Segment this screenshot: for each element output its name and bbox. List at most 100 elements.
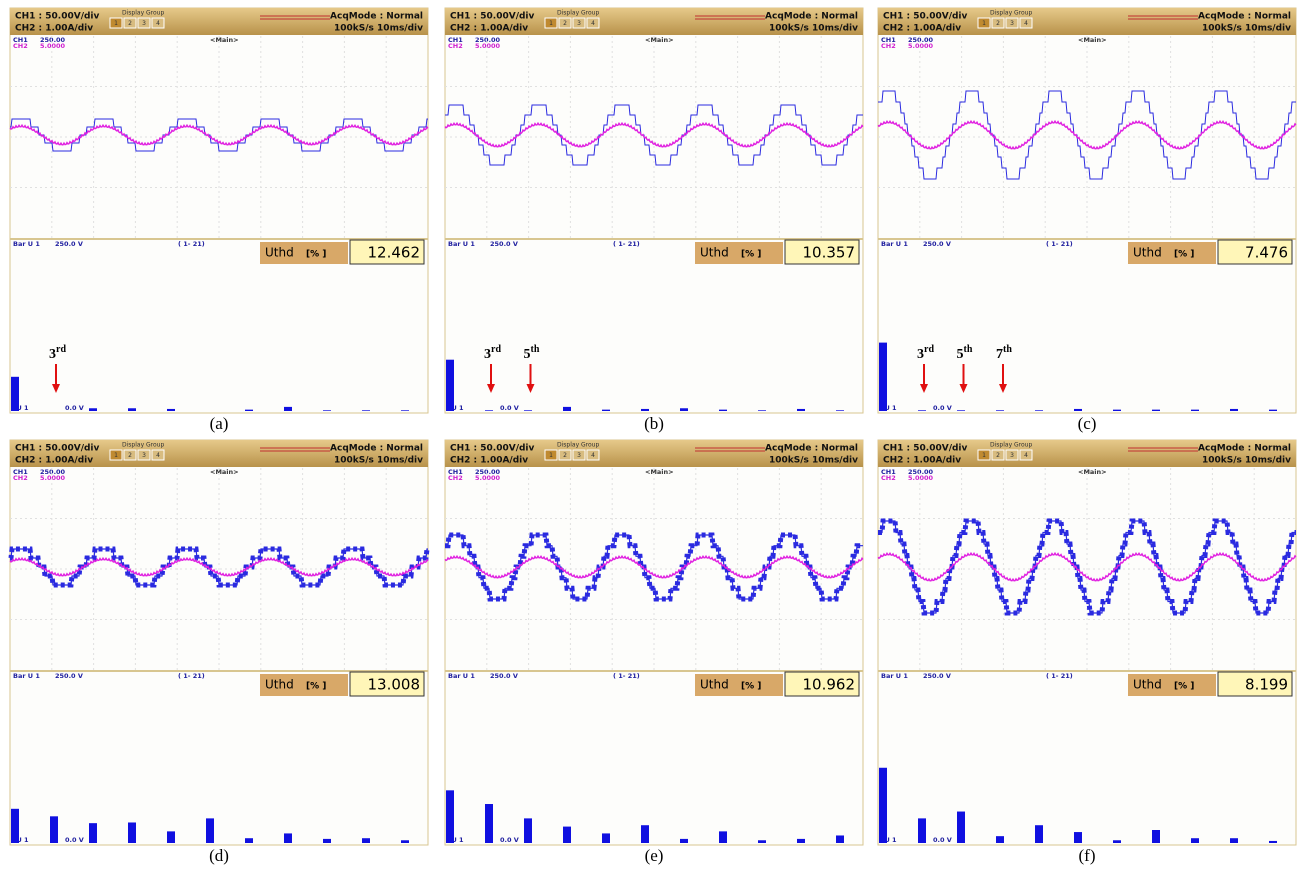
harmonic-bar (1191, 838, 1199, 843)
harmonic-bar (446, 360, 454, 411)
harmonic-bar (524, 410, 532, 411)
harmonic-bar (1035, 825, 1043, 843)
ch1-setting: CH1 : 50.00V/div (883, 444, 968, 454)
harmonic-bar (1230, 409, 1238, 411)
ch2-setting: CH2 : 1.00A/div (15, 456, 93, 466)
harmonic-bar (524, 818, 532, 843)
group-number: 1 (982, 452, 986, 459)
harmonic-bar (879, 343, 887, 411)
harmonic-bar (245, 410, 253, 411)
group-number: 2 (996, 20, 1000, 27)
group-number: 3 (142, 20, 146, 27)
uthd-unit: [% ] (1174, 682, 1194, 692)
harmonic-bar (641, 825, 649, 843)
harmonic-bar (957, 812, 965, 843)
ch2-scale: 5.0000 (40, 474, 66, 482)
harmonic-bar (797, 839, 805, 843)
annotation-suffix: rd (924, 344, 934, 355)
harmonic-bar (485, 410, 493, 411)
annotation-number: 5 (957, 347, 964, 362)
harmonic-bar (362, 410, 370, 411)
bar-label: Bar U 1 (448, 672, 475, 680)
harmonic-bar (11, 377, 19, 411)
caption: (b) (644, 414, 664, 433)
bottom-scale: 0.0 V (65, 404, 84, 412)
harmonic-range: ( 1- 21) (613, 240, 640, 248)
caption: (e) (645, 846, 664, 865)
ch2-label: CH2 (448, 42, 463, 50)
harmonic-bar (641, 409, 649, 411)
main-label: <Main> (1078, 36, 1107, 44)
acq-mode: AcqMode : Normal (765, 12, 858, 22)
screen (10, 8, 428, 413)
harmonic-bar (11, 809, 19, 843)
bar-label: Bar U 1 (881, 672, 908, 680)
group-number: 3 (142, 452, 146, 459)
ch2-setting: CH2 : 1.00A/div (15, 24, 93, 34)
harmonic-bar (128, 408, 136, 411)
ch2-label: CH2 (13, 474, 28, 482)
group-number: 2 (563, 20, 567, 27)
acq-mode: AcqMode : Normal (765, 444, 858, 454)
ch1-setting: CH1 : 50.00V/div (450, 12, 535, 22)
main-label: <Main> (645, 36, 674, 44)
harmonic-bar (957, 410, 965, 411)
ch1-setting: CH1 : 50.00V/div (883, 12, 968, 22)
uthd-label: Uthd (265, 678, 294, 692)
uthd-value: 13.008 (368, 676, 421, 694)
group-number: 1 (549, 20, 553, 27)
ch2-label: CH2 (881, 42, 896, 50)
group-number: 1 (549, 452, 553, 459)
caption: (d) (209, 846, 229, 865)
harmonic-bar (680, 839, 688, 843)
group-number: 1 (114, 452, 118, 459)
ch2-scale: 5.0000 (40, 42, 66, 50)
harmonic-bar (362, 838, 370, 843)
sample-rate: 100kS/s 10ms/div (769, 24, 858, 34)
uthd-unit: [% ] (741, 682, 761, 692)
main-label: <Main> (210, 468, 239, 476)
main-label: <Main> (645, 468, 674, 476)
harmonic-bar (284, 407, 292, 411)
group-number: 2 (128, 452, 132, 459)
harmonic-bar (50, 816, 58, 843)
harmonic-bar (446, 790, 454, 843)
harmonic-bar (206, 818, 214, 843)
display-group-label: Display Group (990, 442, 1032, 449)
group-number: 3 (577, 452, 581, 459)
bottom-scale: 0.0 V (933, 836, 952, 844)
harmonic-bar (1152, 830, 1160, 843)
scope-panel: CH1 : 50.00V/divCH2 : 1.00A/divDisplay G… (10, 8, 428, 433)
sample-rate: 100kS/s 10ms/div (1202, 24, 1291, 34)
harmonic-bar (1191, 410, 1199, 411)
annotation-suffix: rd (491, 344, 501, 355)
harmonic-bar (323, 839, 331, 843)
caption: (c) (1078, 414, 1097, 433)
ch2-label: CH2 (13, 42, 28, 50)
uthd-unit: [% ] (306, 682, 326, 692)
scope-panel: CH1 : 50.00V/divCH2 : 1.00A/divDisplay G… (878, 8, 1296, 433)
display-group-label: Display Group (990, 10, 1032, 17)
bar-label: Bar U 1 (13, 672, 40, 680)
screen (10, 440, 428, 845)
bar-label: Bar U 1 (448, 240, 475, 248)
ch2-label: CH2 (448, 474, 463, 482)
harmonic-bar (89, 823, 97, 843)
harmonic-bar (89, 408, 97, 411)
uthd-label: Uthd (700, 678, 729, 692)
harmonic-bar (680, 408, 688, 411)
uthd-unit: [% ] (306, 250, 326, 260)
group-number: 4 (156, 452, 160, 459)
group-number: 4 (591, 20, 595, 27)
ch2-setting: CH2 : 1.00A/div (883, 456, 961, 466)
harmonic-bar (563, 407, 571, 411)
group-number: 1 (114, 20, 118, 27)
ch1-setting: CH1 : 50.00V/div (15, 12, 100, 22)
ch2-scale: 5.0000 (475, 474, 501, 482)
uthd-unit: [% ] (741, 250, 761, 260)
harmonic-bar (1035, 410, 1043, 411)
acq-mode: AcqMode : Normal (330, 12, 423, 22)
uthd-value: 12.462 (368, 244, 421, 262)
harmonic-bar (485, 804, 493, 843)
